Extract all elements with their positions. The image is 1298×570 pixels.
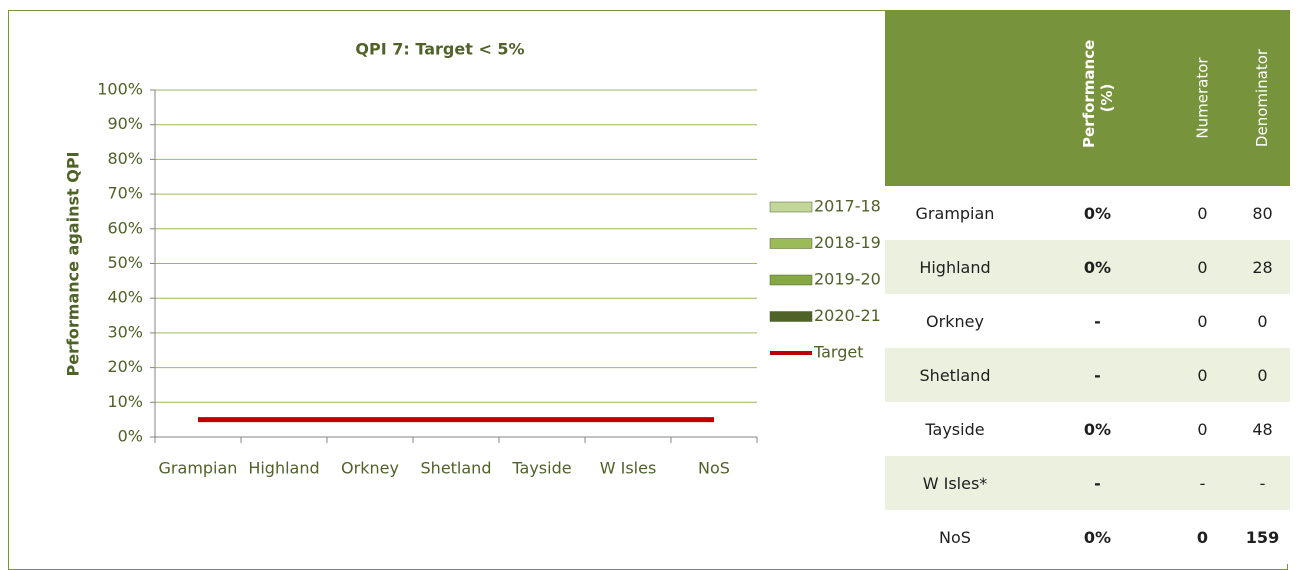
table-cell: Orkney: [926, 311, 984, 331]
y-tick-label: 0%: [118, 427, 143, 446]
y-tick-label: 80%: [107, 149, 143, 168]
y-tick-label: 20%: [107, 357, 143, 376]
y-tick-label: 60%: [107, 218, 143, 237]
chart-title: QPI 7: Target < 5%: [355, 40, 524, 59]
table-cell: 0: [1197, 257, 1208, 277]
table-cell: 0%: [1083, 203, 1112, 223]
legend-swatch: [769, 274, 813, 286]
table: Performance (%) Numerator Denominator Gram…: [885, 10, 1290, 564]
legend-swatch: [769, 201, 813, 213]
table-cell: Tayside: [925, 419, 985, 439]
y-tick-label: 40%: [107, 288, 143, 307]
table-cell: 80: [1252, 203, 1273, 223]
y-tick-label: 70%: [107, 184, 143, 203]
table-header: Performance (%) Numerator Denominator: [885, 10, 1290, 186]
table-cell: 159: [1245, 527, 1280, 547]
chart: QPI 7: Target < 5% Performance against Q…: [64, 40, 881, 478]
y-tick-label: 10%: [107, 392, 143, 411]
table-cell: 0: [1197, 203, 1208, 223]
table-row: W Isles* - - -: [885, 456, 1290, 510]
legend-label: 2020-21: [814, 306, 881, 325]
y-tick-label: 50%: [107, 253, 143, 272]
table-cell: 0: [1257, 365, 1268, 385]
header-cell: Numerator: [1170, 10, 1235, 186]
table-cell: NoS: [939, 527, 971, 547]
table-cell: 0%: [1083, 257, 1112, 277]
table-cell: 0: [1196, 527, 1209, 547]
table-cell: 0%: [1083, 527, 1112, 547]
legend-swatch: [769, 238, 813, 249]
x-tick-label: Grampian: [159, 459, 238, 478]
table-row: Shetland - 0 0: [885, 348, 1290, 402]
table-cell: -: [1199, 473, 1206, 493]
x-tick-label: Orkney: [341, 459, 399, 478]
legend-label: 2017-18: [814, 197, 881, 216]
legend-swatch: [769, 311, 813, 322]
table-cell: 0%: [1083, 419, 1112, 439]
y-tick-label: 30%: [107, 322, 143, 341]
table-cell: -: [1094, 365, 1101, 385]
table-cell: Highland: [919, 257, 991, 277]
table-cell: 0: [1197, 419, 1208, 439]
table-cell: 28: [1252, 257, 1273, 277]
table-cell: Grampian: [915, 203, 995, 223]
header-cell: Denominator: [1235, 10, 1290, 186]
table-cell: W Isles*: [922, 473, 988, 493]
table-cell: 0: [1257, 311, 1268, 331]
table-cell: 48: [1252, 419, 1273, 439]
legend-label: 2019-20: [814, 270, 881, 289]
table-cell: Shetland: [919, 365, 991, 385]
header-text: Denominator: [1253, 48, 1272, 148]
y-axis-label: Performance against QPI: [64, 151, 83, 376]
legend-label: Target: [813, 343, 864, 362]
table-row: Highland 0% 0 28: [885, 240, 1290, 294]
x-tick-label: NoS: [698, 459, 730, 478]
table-cell: -: [1094, 473, 1101, 493]
x-tick-label: Highland: [248, 459, 319, 478]
header-text: Performance (%): [1079, 39, 1116, 148]
header-cell: Performance (%): [1025, 10, 1170, 186]
table-cell: 0: [1197, 365, 1208, 385]
table-cell: -: [1094, 311, 1101, 331]
table-row: Grampian 0% 0 80: [885, 186, 1290, 240]
table-row: NoS 0% 0 159: [885, 510, 1290, 564]
header-text: Numerator: [1193, 57, 1212, 139]
legend-label: 2018-19: [814, 233, 881, 252]
x-tick-label: Shetland: [421, 459, 492, 478]
x-tick-label: W Isles: [600, 459, 657, 478]
y-tick-label: 100%: [97, 80, 143, 99]
table-row: Tayside 0% 0 48: [885, 402, 1290, 456]
y-tick-label: 90%: [107, 114, 143, 133]
table-cell: -: [1259, 473, 1266, 493]
table-row: Orkney - 0 0: [885, 294, 1290, 348]
table-cell: 0: [1197, 311, 1208, 331]
x-tick-label: Tayside: [511, 459, 571, 478]
